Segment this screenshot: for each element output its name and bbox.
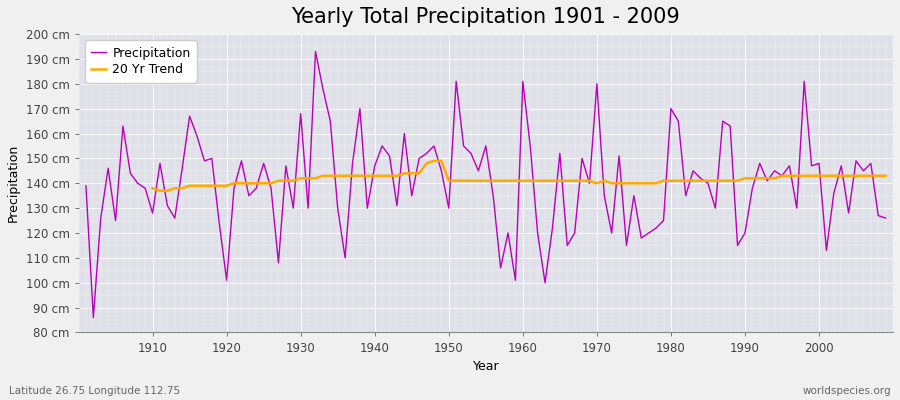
Legend: Precipitation, 20 Yr Trend: Precipitation, 20 Yr Trend <box>85 40 197 82</box>
Precipitation <box>318 86 328 91</box>
Precipitation <box>532 230 543 235</box>
Y-axis label: Precipitation: Precipitation <box>7 144 20 222</box>
20 Yr Trend <box>155 188 166 193</box>
Precipitation <box>362 206 373 210</box>
20 Yr Trend <box>880 174 891 178</box>
20 Yr Trend <box>428 158 439 163</box>
X-axis label: Year: Year <box>472 360 500 373</box>
20 Yr Trend <box>148 186 158 191</box>
Precipitation <box>148 211 158 216</box>
20 Yr Trend <box>598 178 609 183</box>
20 Yr Trend <box>858 174 868 178</box>
20 Yr Trend <box>836 174 847 178</box>
20 Yr Trend <box>325 174 336 178</box>
Line: 20 Yr Trend: 20 Yr Trend <box>153 161 886 191</box>
Text: Latitude 26.75 Longitude 112.75: Latitude 26.75 Longitude 112.75 <box>9 386 180 396</box>
Precipitation <box>310 49 321 54</box>
20 Yr Trend <box>540 178 551 183</box>
Line: Precipitation: Precipitation <box>86 52 886 318</box>
Precipitation <box>880 216 891 220</box>
Title: Yearly Total Precipitation 1901 - 2009: Yearly Total Precipitation 1901 - 2009 <box>292 7 680 27</box>
20 Yr Trend <box>295 176 306 181</box>
Precipitation <box>525 144 535 148</box>
Precipitation <box>621 243 632 248</box>
Precipitation <box>80 183 91 188</box>
Precipitation <box>88 315 99 320</box>
Text: worldspecies.org: worldspecies.org <box>803 386 891 396</box>
